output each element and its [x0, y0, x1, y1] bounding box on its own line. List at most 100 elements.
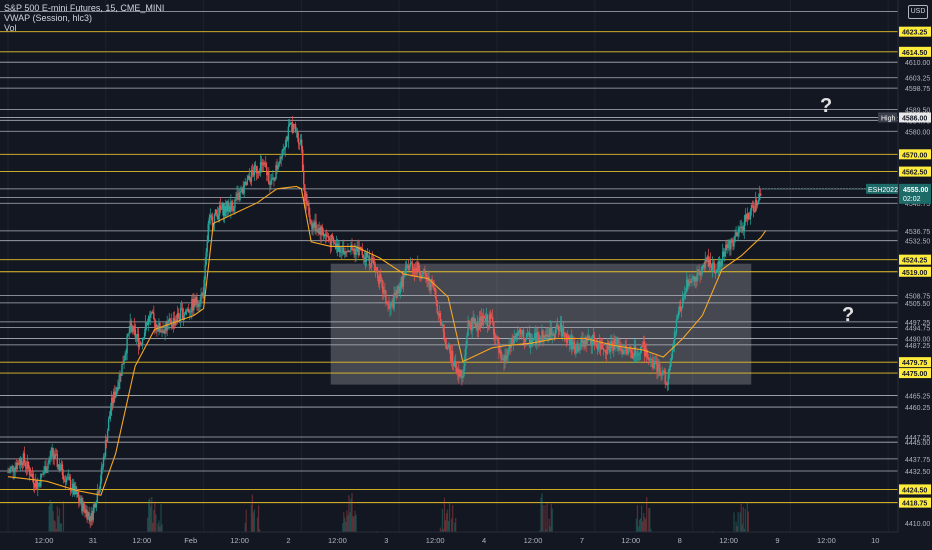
- candle-body: [421, 277, 423, 279]
- candle-body: [618, 345, 620, 351]
- candle-body: [161, 330, 163, 332]
- candle-body: [37, 484, 39, 490]
- candle-body: [264, 162, 266, 164]
- volume-bar: [160, 504, 162, 549]
- candle-body: [310, 221, 312, 224]
- candle-body: [71, 483, 74, 491]
- volume-bar: [740, 503, 742, 549]
- candle-body: [233, 208, 235, 212]
- candle-body: [25, 466, 28, 469]
- candle-body: [302, 149, 304, 171]
- candle-body: [262, 162, 265, 165]
- candle-body: [576, 345, 578, 353]
- volume-bar: [646, 496, 648, 549]
- symbol-legend[interactable]: S&P 500 E-mini Futures, 15, CME_MINI: [4, 3, 165, 13]
- candle-body: [391, 301, 393, 304]
- candle-body: [204, 264, 206, 280]
- volume-legend[interactable]: Vol: [4, 23, 17, 33]
- candle-body: [401, 277, 404, 287]
- candle-body: [160, 331, 162, 333]
- candle-body: [548, 334, 550, 338]
- candle-body: [338, 246, 341, 253]
- candle-body: [165, 324, 167, 331]
- candle-body: [509, 344, 511, 348]
- candle-body: [140, 343, 143, 345]
- candle-body: [690, 281, 692, 283]
- candle-body: [487, 326, 490, 328]
- candle-body: [727, 243, 729, 248]
- candle-body: [64, 480, 67, 483]
- candle-body: [495, 336, 497, 338]
- volume-bar: [148, 500, 150, 549]
- candle-body: [116, 387, 118, 392]
- candle-body: [554, 329, 557, 338]
- candle-body: [380, 274, 382, 279]
- candle-body: [183, 314, 186, 316]
- candle-body: [184, 311, 187, 315]
- candle-body: [221, 203, 224, 210]
- candle-body: [213, 214, 216, 224]
- candle-body: [553, 334, 556, 338]
- y-tick-label: 4598.75: [905, 86, 930, 93]
- candle-body: [360, 247, 362, 249]
- candle-body: [534, 332, 536, 338]
- candle-body: [424, 269, 426, 273]
- x-tick-label: 12:00: [35, 536, 54, 545]
- candle-body: [505, 355, 507, 360]
- candle-body: [324, 234, 327, 236]
- candle-body: [523, 340, 526, 342]
- candle-body: [195, 296, 197, 306]
- candle-body: [48, 459, 50, 464]
- candle-body: [695, 276, 697, 282]
- candle-body: [476, 322, 478, 330]
- candle-body: [551, 333, 553, 336]
- candle-body: [678, 306, 681, 311]
- candle-body: [734, 235, 736, 243]
- y-tick-label: 4447.25: [905, 435, 930, 442]
- candle-body: [379, 274, 381, 284]
- candle-body: [274, 179, 276, 181]
- volume-bar: [542, 505, 544, 549]
- candle-body: [175, 320, 178, 321]
- candle-body: [439, 312, 442, 323]
- candle-body: [143, 332, 146, 340]
- candle-body: [309, 215, 311, 222]
- candle-body: [38, 482, 40, 485]
- candle-body: [382, 280, 384, 294]
- price-tag-label: 4475.00: [902, 371, 927, 378]
- y-tick-label: 4589.50: [905, 107, 930, 114]
- currency-badge[interactable]: USD: [908, 5, 928, 19]
- candle-body: [188, 308, 190, 313]
- candle-body: [376, 269, 379, 278]
- x-tick-label: 12:00: [230, 536, 249, 545]
- y-tick-label: 4548.75: [905, 201, 930, 208]
- x-tick-label: 7: [580, 536, 584, 545]
- volume-bar: [250, 504, 252, 549]
- candle-body: [99, 481, 102, 489]
- candle-body: [725, 244, 727, 253]
- candle-body: [155, 324, 157, 328]
- candle-body: [423, 269, 425, 272]
- candle-body: [15, 466, 17, 469]
- candle-body: [399, 288, 401, 294]
- candle-body: [628, 348, 630, 350]
- candle-body: [594, 343, 597, 346]
- candle-body: [208, 217, 210, 224]
- candle-body: [57, 464, 60, 467]
- candle-body: [364, 257, 367, 262]
- candle-body: [222, 203, 225, 217]
- candle-body: [612, 345, 614, 351]
- price-tag: [899, 497, 931, 508]
- candle-body: [698, 269, 700, 273]
- candle-body: [373, 263, 376, 271]
- candle-body: [443, 332, 446, 341]
- candle-body: [250, 169, 253, 183]
- vwap-legend[interactable]: VWAP (Session, hlc3): [4, 13, 93, 23]
- volume-bar: [747, 511, 749, 549]
- candle-body: [739, 227, 741, 228]
- candle-body: [646, 349, 648, 358]
- candle-body: [419, 272, 421, 276]
- candle-body: [16, 462, 18, 469]
